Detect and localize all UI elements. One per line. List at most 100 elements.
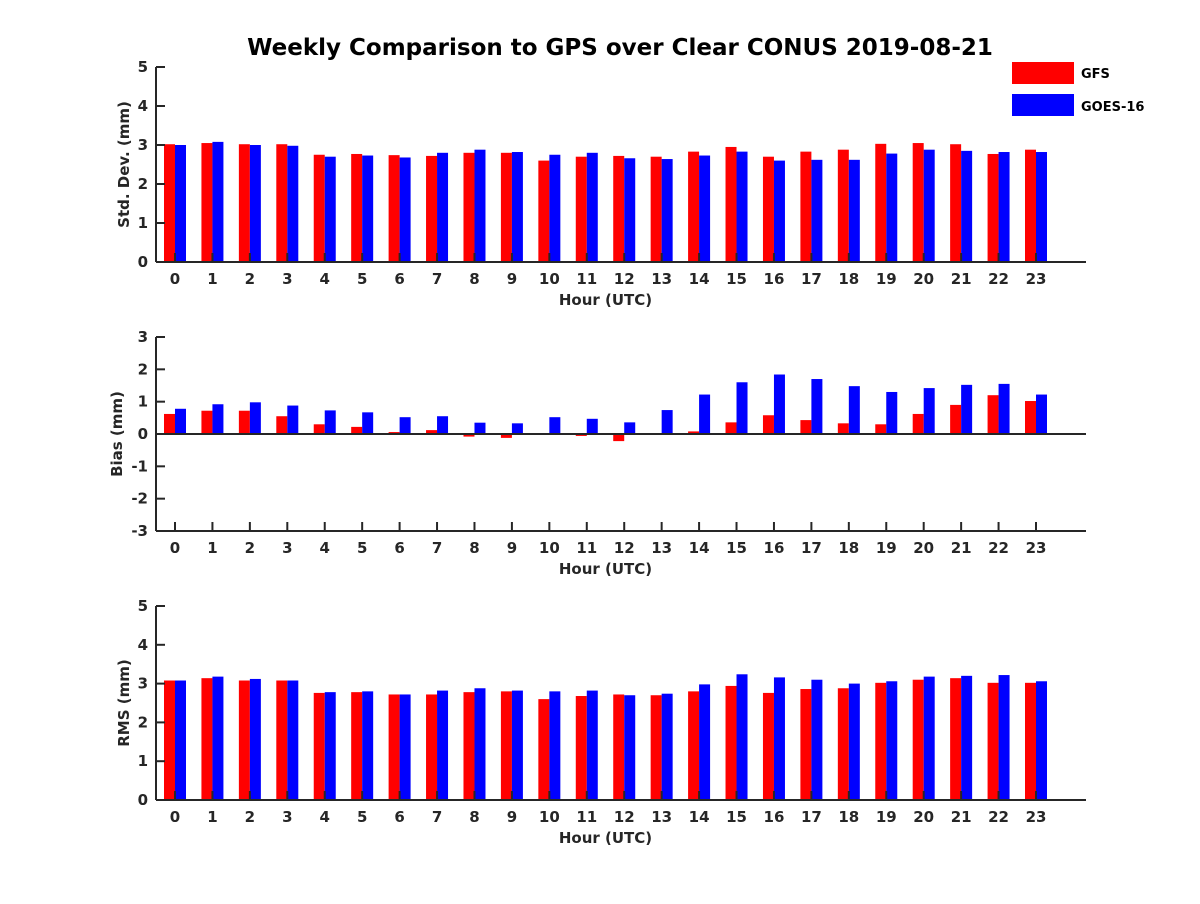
- bar-goes-16-hour-15: [737, 382, 748, 434]
- bar-goes-16-hour-10: [549, 155, 560, 262]
- x-tick-label: 18: [838, 808, 859, 826]
- x-tick-label: 2: [245, 808, 255, 826]
- bar-goes-16-hour-1: [212, 677, 223, 800]
- y-tick-label: 0: [138, 791, 148, 809]
- bar-gfs-hour-16: [763, 415, 774, 434]
- x-tick-label: 9: [507, 270, 517, 288]
- x-axis-label: Hour (UTC): [559, 829, 652, 847]
- bar-goes-16-hour-13: [662, 410, 673, 434]
- bar-gfs-hour-22: [988, 395, 999, 434]
- bar-goes-16-hour-21: [961, 385, 972, 434]
- bar-goes-16-hour-19: [886, 392, 897, 434]
- x-tick-label: 15: [726, 539, 747, 557]
- bar-gfs-hour-0: [164, 414, 175, 434]
- bar-gfs-hour-5: [351, 692, 362, 800]
- x-tick-label: 16: [764, 808, 785, 826]
- bar-goes-16-hour-6: [400, 694, 411, 800]
- y-tick-label: 5: [138, 58, 148, 76]
- x-tick-label: 15: [726, 808, 747, 826]
- bar-gfs-hour-17: [800, 152, 811, 262]
- bar-gfs-hour-21: [950, 405, 961, 434]
- x-tick-label: 17: [801, 270, 822, 288]
- bar-goes-16-hour-9: [512, 423, 523, 434]
- x-tick-label: 2: [245, 539, 255, 557]
- bar-gfs-hour-20: [913, 680, 924, 800]
- bar-goes-16-hour-16: [774, 161, 785, 262]
- legend-swatch-goes16: [1012, 94, 1074, 116]
- y-tick-label: 2: [138, 713, 148, 731]
- bar-goes-16-hour-10: [549, 417, 560, 434]
- x-tick-label: 1: [207, 539, 217, 557]
- bar-gfs-hour-14: [688, 691, 699, 800]
- bar-gfs-hour-4: [314, 155, 325, 262]
- bar-gfs-hour-8: [463, 692, 474, 800]
- x-tick-label: 14: [689, 270, 710, 288]
- bar-gfs-hour-9: [501, 691, 512, 800]
- bar-gfs-hour-6: [389, 155, 400, 262]
- bar-gfs-hour-12: [613, 694, 624, 800]
- bar-gfs-hour-4: [314, 693, 325, 800]
- bar-goes-16-hour-5: [362, 156, 373, 262]
- bar-goes-16-hour-19: [886, 154, 897, 262]
- chart-title: Weekly Comparison to GPS over Clear CONU…: [247, 35, 993, 61]
- x-tick-label: 6: [394, 270, 404, 288]
- bar-gfs-hour-2: [239, 681, 250, 801]
- bar-gfs-hour-2: [239, 411, 250, 434]
- x-tick-label: 9: [507, 808, 517, 826]
- bar-gfs-hour-20: [913, 414, 924, 434]
- bar-goes-16-hour-13: [662, 694, 673, 800]
- bar-goes-16-hour-19: [886, 681, 897, 800]
- x-tick-label: 22: [988, 270, 1009, 288]
- x-tick-label: 4: [320, 808, 330, 826]
- bar-goes-16-hour-16: [774, 375, 785, 434]
- bar-gfs-hour-19: [875, 683, 886, 800]
- x-tick-label: 8: [469, 270, 479, 288]
- bar-gfs-hour-10: [538, 161, 549, 262]
- bar-goes-16-hour-12: [624, 695, 635, 800]
- bar-goes-16-hour-21: [961, 676, 972, 800]
- x-tick-label: 7: [432, 539, 442, 557]
- bar-gfs-hour-3: [276, 416, 287, 434]
- bar-gfs-hour-23: [1025, 401, 1036, 434]
- bar-goes-16-hour-8: [474, 423, 485, 434]
- bar-goes-16-hour-17: [811, 680, 822, 800]
- x-tick-label: 0: [170, 808, 180, 826]
- bar-goes-16-hour-14: [699, 684, 710, 800]
- bar-goes-16-hour-6: [400, 417, 411, 434]
- bar-gfs-hour-7: [426, 694, 437, 800]
- x-tick-label: 5: [357, 270, 367, 288]
- x-tick-label: 14: [689, 808, 710, 826]
- bar-gfs-hour-15: [726, 147, 737, 262]
- bar-goes-16-hour-18: [849, 160, 860, 262]
- bar-goes-16-hour-0: [175, 681, 186, 801]
- y-axis-label: RMS (mm): [115, 659, 133, 746]
- bar-gfs-hour-16: [763, 157, 774, 262]
- x-tick-label: 12: [614, 539, 635, 557]
- x-axis-label: Hour (UTC): [559, 291, 652, 309]
- x-tick-label: 3: [282, 539, 292, 557]
- bar-gfs-hour-16: [763, 693, 774, 800]
- x-axis-label: Hour (UTC): [559, 560, 652, 578]
- x-tick-label: 10: [539, 539, 560, 557]
- bar-goes-16-hour-15: [737, 674, 748, 800]
- bar-gfs-hour-18: [838, 423, 849, 434]
- bar-gfs-hour-18: [838, 688, 849, 800]
- bar-goes-16-hour-10: [549, 691, 560, 800]
- bar-goes-16-hour-22: [999, 675, 1010, 800]
- bar-goes-16-hour-1: [212, 142, 223, 262]
- bar-goes-16-hour-17: [811, 379, 822, 434]
- x-tick-label: 20: [913, 539, 934, 557]
- x-tick-label: 4: [320, 270, 330, 288]
- bar-goes-16-hour-12: [624, 422, 635, 434]
- legend-label-goes16: GOES-16: [1081, 100, 1144, 115]
- bar-goes-16-hour-23: [1036, 395, 1047, 434]
- x-tick-label: 3: [282, 808, 292, 826]
- x-tick-label: 6: [394, 539, 404, 557]
- bar-gfs-hour-13: [651, 695, 662, 800]
- x-tick-label: 23: [1026, 270, 1047, 288]
- bar-gfs-hour-11: [576, 157, 587, 262]
